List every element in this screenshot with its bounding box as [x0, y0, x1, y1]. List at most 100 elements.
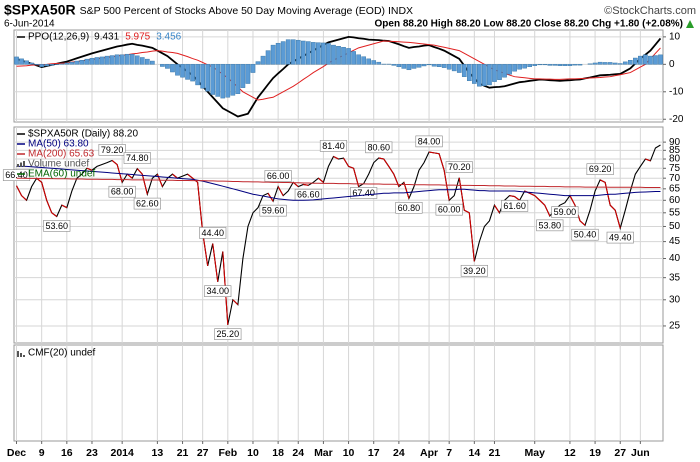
histogram-bar: [426, 64, 432, 66]
histogram-bar: [612, 62, 618, 65]
histogram-bar: [638, 55, 643, 65]
y-tick-label: 25: [669, 321, 681, 332]
histogram-bar: [512, 64, 517, 72]
x-tick-label: 27: [197, 447, 209, 459]
value-label-text: 66.00: [267, 171, 290, 181]
x-tick-label: Feb: [218, 447, 237, 459]
histogram-bar: [451, 64, 457, 72]
y-tick-label: 0: [669, 59, 675, 70]
histogram-bar: [195, 64, 200, 86]
x-tick-label: 14: [468, 447, 480, 459]
symbol: $SPXA50R: [4, 2, 76, 18]
x-tick-label: 27: [614, 447, 626, 459]
histogram-bar: [542, 64, 548, 66]
down-segment: [428, 151, 435, 154]
down-segment: [126, 173, 133, 179]
histogram-bar: [633, 57, 638, 65]
histogram-bar: [431, 64, 437, 67]
down-segment: [539, 199, 546, 206]
histogram-bar: [44, 64, 50, 67]
histogram-bar: [74, 60, 80, 65]
histogram-bar: [456, 64, 462, 73]
histogram-bar: [175, 64, 180, 76]
value-label-box: [365, 141, 393, 154]
value-label: 69.20: [586, 163, 614, 176]
value-label: 74.80: [123, 152, 151, 164]
histogram-bar: [285, 39, 291, 65]
value-label: 81.40: [319, 140, 348, 152]
histogram-bar: [577, 64, 583, 66]
histogram-bar: [34, 64, 39, 66]
histogram-bar: [622, 61, 628, 65]
x-tick-label: 7: [446, 447, 452, 459]
value-label-text: 44.40: [201, 228, 224, 238]
histogram-bar: [139, 57, 145, 65]
value-label-text: 25.20: [217, 329, 240, 339]
value-label: 60.80: [395, 201, 423, 214]
down-segment: [212, 243, 219, 282]
down-segment: [21, 195, 27, 201]
histogram-bar: [537, 64, 543, 66]
histogram-bar: [99, 56, 105, 65]
histogram-bar: [406, 64, 412, 71]
down-segment: [403, 182, 410, 199]
down-segment: [514, 196, 520, 201]
value-label-text: 67.40: [352, 188, 375, 198]
y-tick-label: 50: [669, 221, 681, 232]
histogram-bar: [245, 64, 251, 84]
histogram-bar: [527, 64, 532, 68]
histogram-bar: [517, 64, 522, 70]
histogram-bar: [658, 54, 663, 65]
x-tick-label: 21: [489, 447, 501, 459]
histogram-bar: [185, 64, 190, 80]
histogram-bar: [265, 50, 271, 65]
histogram-bar: [255, 61, 261, 65]
value-label-text: 80.60: [367, 142, 390, 152]
y-tick-label: -10: [669, 86, 684, 97]
histogram-bar: [366, 58, 371, 65]
value-label: 67.40: [350, 187, 378, 199]
histogram-bar: [24, 60, 29, 65]
legend-icon: [20, 162, 22, 167]
down-segment: [534, 195, 541, 201]
down-segment: [383, 158, 390, 167]
histogram-bar: [275, 42, 281, 65]
x-tick-label: 12: [564, 447, 576, 459]
histogram-bar: [547, 64, 553, 66]
x-tick-label: 13: [152, 447, 164, 459]
histogram-bar: [648, 55, 653, 65]
histogram-bar: [200, 64, 205, 89]
down-segment: [614, 210, 621, 229]
legend-entry: 9.431: [94, 32, 119, 43]
histogram-bar: [562, 64, 568, 66]
value-label-box: [551, 206, 579, 218]
down-segment: [51, 212, 58, 217]
histogram-bar: [441, 64, 447, 68]
histogram-bar: [331, 44, 336, 65]
x-tick-label: 16: [61, 447, 73, 459]
panel-title: CMF(20) undef: [28, 348, 95, 359]
y-tick-label: 90: [669, 137, 681, 148]
down-segment: [529, 192, 535, 197]
down-segment: [464, 209, 470, 214]
y-tick-label: 35: [669, 272, 681, 283]
histogram-bar: [487, 64, 492, 86]
down-segment: [569, 195, 576, 206]
x-tick-label: 2014: [110, 447, 134, 459]
histogram-bar: [326, 43, 331, 65]
histogram-bar: [497, 64, 502, 80]
value-label-box: [214, 328, 242, 340]
date: 6-Jun-2014: [4, 19, 55, 30]
legend-entry: EMA(60) undef: [28, 169, 95, 180]
down-segment: [433, 152, 440, 155]
description: S&P 500 Percent of Stocks Above 50 Day M…: [80, 5, 413, 17]
down-segment: [318, 177, 324, 183]
value-label-box: [319, 140, 348, 152]
value-label-text: 66.40: [5, 170, 28, 180]
value-label-text: 34.00: [206, 286, 229, 296]
value-label-box: [586, 163, 614, 176]
legend-entry: MA(50) 63.80: [28, 139, 89, 150]
value-label: 66.60: [294, 188, 322, 201]
histogram-bar: [346, 48, 351, 65]
